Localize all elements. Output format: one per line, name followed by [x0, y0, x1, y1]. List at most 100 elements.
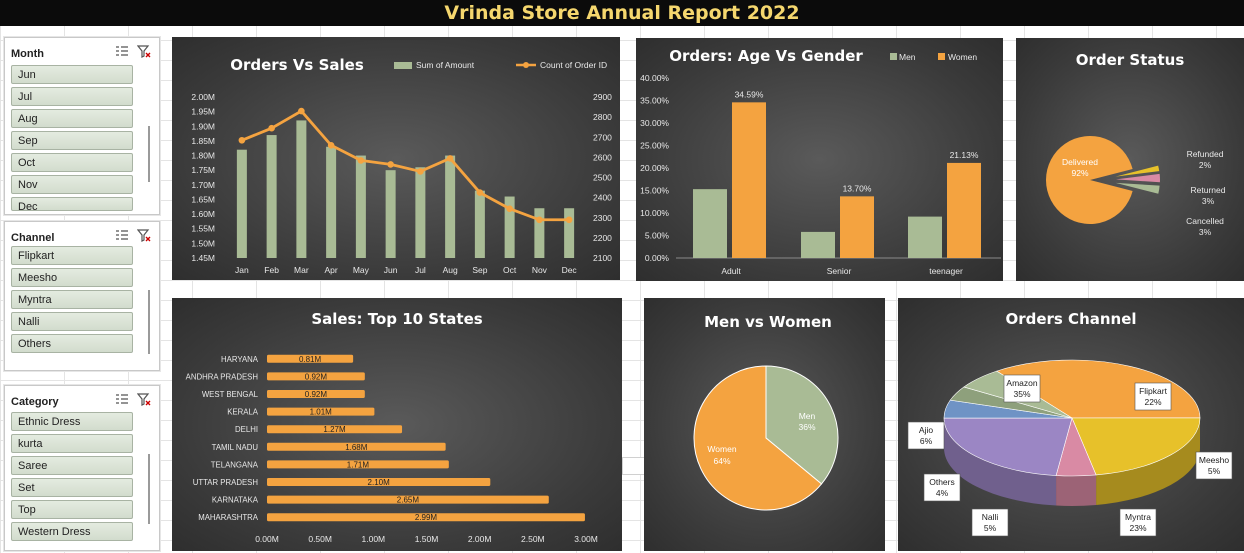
pie-slice [765, 365, 839, 485]
slicer-item[interactable]: Nov [11, 175, 133, 194]
x-tick-label: teenager [929, 266, 963, 276]
slicer-item[interactable]: Western Dress [11, 522, 133, 541]
x-tick-label: Adult [721, 266, 741, 276]
legend-marker [523, 62, 529, 68]
slice-label: 5% [1208, 466, 1221, 476]
slicer-item[interactable]: Jun [11, 65, 133, 84]
slice-label: 64% [713, 456, 730, 466]
bar [445, 155, 456, 258]
y-tick-label: 1.85M [191, 136, 215, 146]
clear-filter-icon[interactable] [137, 229, 151, 242]
x-tick-label: 1.50M [415, 534, 439, 544]
y2-tick-label: 2600 [593, 152, 612, 162]
top-states-chart: Sales: Top 10 States 0.00M 0.50M 1.00M 1.50M… [172, 298, 622, 551]
y2-tick-label: 2200 [593, 233, 612, 243]
line-point [268, 124, 275, 132]
multi-select-icon[interactable] [115, 393, 129, 406]
y-tick-label: KARNATAKA [212, 496, 259, 505]
y2-tick-label: 2800 [593, 112, 612, 122]
y-tick-label: ANDHRA PRADESH [186, 372, 258, 381]
legend-label: Sum of Amount [416, 60, 475, 70]
slicer-item[interactable]: Meesho [11, 268, 133, 287]
slice-label: Nalli [982, 512, 999, 522]
label-box [1134, 382, 1172, 411]
orders-vs-sales-svg: Orders Vs Sales Sum of Amount Count of Ord… [191, 56, 612, 275]
multi-select-icon[interactable] [115, 45, 129, 58]
y2-tick-label: 2300 [593, 213, 612, 223]
x-tick-label: Sep [472, 265, 487, 275]
y-tick-label: 1.55M [191, 224, 215, 234]
x-tick-label: Feb [264, 265, 279, 275]
slicer-item[interactable]: Others [11, 334, 133, 353]
month-slicer[interactable]: Month Jun Jul Aug Sep Oct Nov Dec [4, 37, 160, 215]
pie-side [1056, 474, 1097, 506]
bar [267, 442, 446, 451]
y-tick-label: 20.00% [640, 163, 669, 173]
slicer-item[interactable]: Dec [11, 197, 133, 211]
line-point [536, 216, 543, 224]
data-label: 34.59% [735, 89, 764, 99]
slicer-scrollbar[interactable] [148, 454, 150, 524]
clear-filter-icon[interactable] [137, 393, 151, 406]
slice-label: Ajio [919, 425, 933, 435]
slicer-item[interactable]: Saree [11, 456, 133, 475]
slice-label: Delivered [1062, 157, 1098, 167]
label-box [971, 508, 1009, 537]
data-label: 1.27M [323, 425, 346, 434]
data-label: 1.01M [310, 408, 333, 417]
slicer-scrollbar[interactable] [148, 126, 150, 182]
clear-filter-icon[interactable] [137, 45, 151, 58]
top-states-svg: Sales: Top 10 States 0.00M 0.50M 1.00M 1.50M… [186, 310, 598, 544]
data-label: 0.81M [299, 355, 322, 364]
y-tick-label: WEST BENGAL [202, 390, 259, 399]
y-tick-label: 2.00M [191, 92, 215, 102]
men-vs-women-chart: Men vs Women Men 36% Women 64% [644, 298, 885, 551]
slicer-scrollbar[interactable] [148, 290, 150, 354]
bar [534, 208, 545, 258]
line-point [387, 161, 394, 168]
chart-title: Men vs Women [704, 313, 832, 331]
slicer-item[interactable]: Nalli [11, 312, 133, 331]
bar [564, 208, 575, 258]
bar [415, 167, 426, 258]
chart-title: Orders Vs Sales [230, 56, 364, 74]
multi-select-icon[interactable] [115, 229, 129, 242]
slicer-item[interactable]: Oct [11, 153, 133, 172]
slice-label: Others [929, 477, 955, 487]
y-tick-label: 1.50M [191, 238, 215, 248]
channel-slicer[interactable]: Channel Flipkart Meesho Myntra Nalli Oth… [4, 221, 160, 371]
x-tick-label: 2.00M [468, 534, 492, 544]
category-slicer[interactable]: Category Ethnic Dress kurta Saree Set To… [4, 385, 160, 551]
slicer-item[interactable]: Myntra [11, 290, 133, 309]
slicer-item[interactable]: Flipkart [11, 246, 133, 265]
data-label: 2.65M [397, 496, 420, 505]
slicer-item[interactable]: Ethnic Dress [11, 412, 133, 431]
line-point [506, 205, 513, 212]
slicer-item[interactable]: Sep [11, 131, 133, 150]
bar [267, 425, 403, 434]
slicer-item[interactable]: Aug [11, 109, 133, 128]
y-tick-label: 1.90M [191, 121, 215, 131]
slice-label: 22% [1144, 397, 1161, 407]
label-box [1119, 508, 1157, 537]
label-box [907, 421, 945, 450]
y-tick-label: 1.95M [191, 107, 215, 117]
bar [267, 407, 375, 416]
slicer-item[interactable]: Top [11, 500, 133, 519]
bar [385, 170, 396, 258]
y-tick-label: UTTAR PRADESH [193, 478, 258, 487]
slicer-item[interactable]: Jul [11, 87, 133, 106]
bar-men [693, 189, 727, 258]
slice-label: Refunded [1187, 149, 1224, 159]
slicer-item[interactable]: kurta [11, 434, 133, 453]
legend-label: Women [948, 52, 977, 62]
y-tick-label: 5.00% [645, 231, 670, 241]
slicer-title: Month [11, 48, 44, 60]
y-tick-label: 1.75M [191, 165, 215, 175]
report-title: Vrinda Store Annual Report 2022 [0, 0, 1244, 26]
x-tick-label: 2.50M [521, 534, 545, 544]
x-tick-label: 0.50M [308, 534, 332, 544]
slicer-item[interactable]: Set [11, 478, 133, 497]
